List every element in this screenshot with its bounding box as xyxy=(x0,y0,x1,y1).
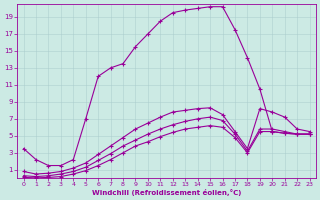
X-axis label: Windchill (Refroidissement éolien,°C): Windchill (Refroidissement éolien,°C) xyxy=(92,189,241,196)
